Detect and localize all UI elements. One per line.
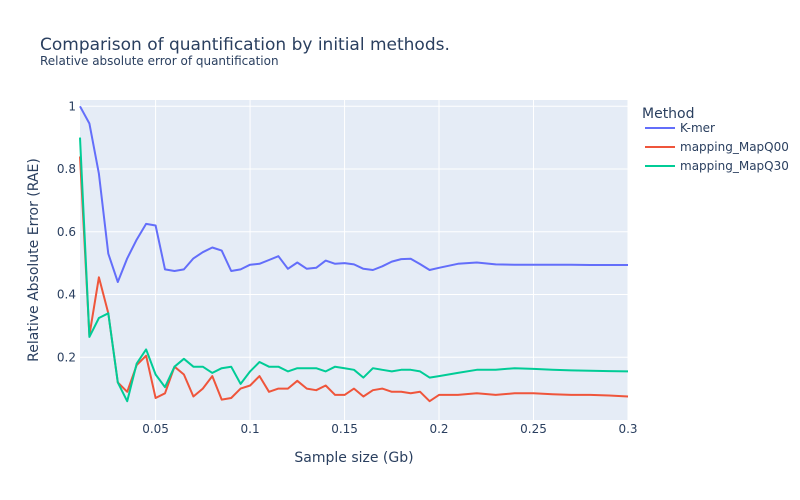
- x-tick-label: 0.05: [142, 422, 169, 436]
- y-axis-ticks: 0.2 0.4 0.6 0.8 1: [57, 99, 76, 364]
- x-tick-label: 0.2: [429, 422, 448, 436]
- y-tick-label: 0.6: [57, 225, 76, 239]
- plot-area: [80, 100, 628, 420]
- chart-title: Comparison of quantification by initial …: [40, 35, 450, 55]
- x-tick-label: 0.25: [520, 422, 547, 436]
- legend-title: Method: [642, 106, 695, 122]
- x-axis-ticks: 0.05 0.1 0.15 0.2 0.25 0.3: [142, 422, 637, 436]
- chart-subtitle: Relative absolute error of quantificatio…: [40, 54, 279, 68]
- series-line-mapping_MapQ30: [79, 137, 629, 403]
- series-line-mapping_MapQ00: [79, 156, 629, 403]
- x-axis-title: Sample size (Gb): [294, 450, 413, 466]
- legend-item-label: mapping_MapQ30: [680, 159, 789, 173]
- legend: Method K-mer mapping_MapQ00 mapping_MapQ30: [642, 106, 789, 173]
- y-tick-label: 0.4: [57, 288, 76, 302]
- y-tick-label: 0.8: [57, 162, 76, 176]
- y-tick-label: 0.2: [57, 350, 76, 364]
- legend-item-label: mapping_MapQ00: [680, 140, 789, 154]
- x-tick-label: 0.3: [618, 422, 637, 436]
- x-tick-label: 0.1: [241, 422, 260, 436]
- y-axis-title: Relative Absolute Error (RAE): [26, 158, 42, 362]
- x-tick-label: 0.15: [331, 422, 358, 436]
- series-line-K-mer: [79, 105, 628, 283]
- series-lines: [79, 105, 629, 403]
- legend-item-label: K-mer: [680, 121, 715, 135]
- y-tick-label: 1: [68, 99, 76, 113]
- grid: [80, 100, 629, 420]
